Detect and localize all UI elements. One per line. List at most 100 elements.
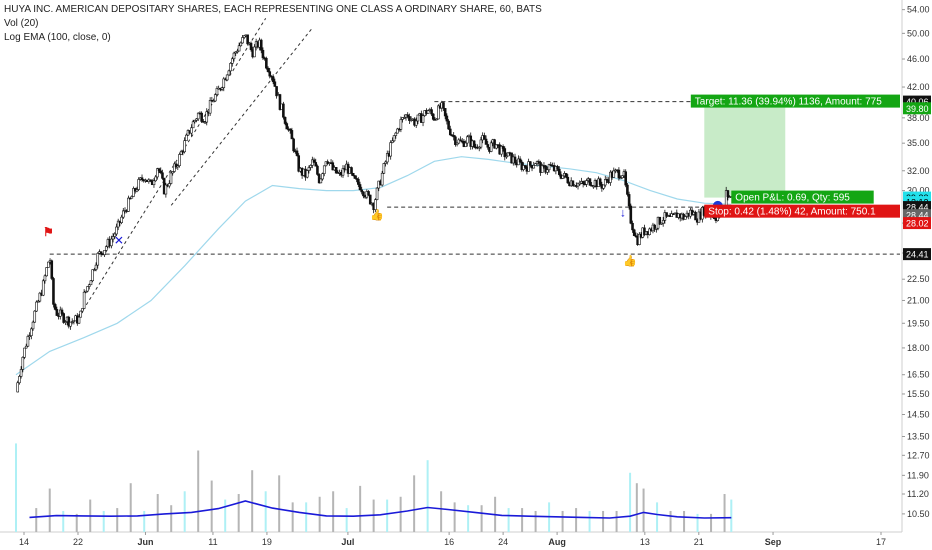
candle-body xyxy=(547,164,551,171)
candle xyxy=(99,251,103,257)
candle-body xyxy=(523,165,527,168)
candle-body xyxy=(132,188,135,197)
candle xyxy=(77,313,81,325)
candle xyxy=(353,175,357,179)
candle-body xyxy=(319,178,323,184)
volume-bar xyxy=(399,496,402,532)
candle-body xyxy=(660,222,663,225)
candle-body xyxy=(389,142,392,157)
price-label-text: 28.44 xyxy=(906,203,929,213)
candle xyxy=(265,56,268,70)
candle xyxy=(479,136,483,150)
candle-body xyxy=(443,108,447,117)
candle-body xyxy=(91,269,94,282)
candle-body xyxy=(394,132,398,136)
candle-body xyxy=(225,74,229,81)
candle xyxy=(161,169,164,180)
candle xyxy=(527,158,530,172)
candle-body xyxy=(297,155,301,172)
candle xyxy=(406,112,410,119)
candle xyxy=(232,51,236,62)
candle xyxy=(275,86,278,99)
candle xyxy=(271,74,275,85)
candle xyxy=(448,125,452,136)
candle-body xyxy=(442,102,445,109)
candle-body xyxy=(367,191,370,196)
candle-body xyxy=(316,165,319,175)
candle xyxy=(295,147,299,157)
price-axis[interactable]: 54.00 50.00 46.00 42.00 38.00 35.00 32.00 30.00… xyxy=(902,5,931,519)
candle-body xyxy=(457,139,461,144)
candle xyxy=(694,210,697,221)
candle xyxy=(91,269,94,283)
candle xyxy=(431,113,435,121)
candle xyxy=(655,227,658,233)
candle-body xyxy=(87,284,91,287)
price-label: 24.41 xyxy=(903,248,931,261)
candle-body xyxy=(624,171,628,186)
candle-body xyxy=(631,222,634,231)
candle xyxy=(341,165,345,178)
candle-body xyxy=(684,216,687,220)
price-tick-label: 46.00 xyxy=(907,54,930,64)
candle-body xyxy=(154,176,157,182)
candle xyxy=(205,108,209,126)
volume-bar xyxy=(575,508,578,532)
candle xyxy=(319,178,323,184)
candle-body xyxy=(396,128,399,134)
price-tick-label: 42.00 xyxy=(907,82,930,92)
candle xyxy=(394,131,398,139)
candle-body xyxy=(62,313,65,323)
candle xyxy=(466,134,469,147)
candle xyxy=(557,166,561,177)
price-tick-label: 11.20 xyxy=(907,489,929,499)
time-axis[interactable]: 14 22 Jun 11 19 Jul 16 24 Aug 13 21 Sep 17 xyxy=(19,532,886,547)
candle-body xyxy=(179,150,183,155)
candle-body xyxy=(629,205,633,224)
price-label-bg xyxy=(903,248,931,261)
candle xyxy=(638,232,641,246)
candle xyxy=(195,117,198,123)
target-zone xyxy=(704,101,786,198)
candle-body xyxy=(472,140,476,148)
candle-body xyxy=(261,49,265,59)
candle-body xyxy=(259,39,263,51)
candle-body xyxy=(331,162,335,171)
candle xyxy=(447,119,450,130)
candle-body xyxy=(632,229,636,237)
candle xyxy=(270,75,273,81)
candle-body xyxy=(571,180,575,187)
candle xyxy=(350,166,353,176)
volume-bar xyxy=(332,491,335,532)
candle xyxy=(620,175,624,179)
candle-body xyxy=(130,196,134,199)
candle xyxy=(486,141,490,150)
candle-body xyxy=(694,211,697,221)
candle xyxy=(658,216,662,225)
candle-body xyxy=(670,213,673,217)
time-tick-label: 13 xyxy=(640,537,650,547)
candle-body xyxy=(638,233,641,246)
candle-body xyxy=(437,105,440,120)
price-label-text: 39.80 xyxy=(906,104,929,114)
candle xyxy=(537,159,541,167)
candle xyxy=(632,228,636,237)
candle xyxy=(21,356,25,373)
candle-body xyxy=(161,172,164,179)
candle-body xyxy=(67,316,71,327)
time-tick-label: 14 xyxy=(19,537,29,547)
volume-bar xyxy=(602,510,605,532)
candle xyxy=(500,144,503,157)
candle-body xyxy=(28,335,31,337)
candle xyxy=(414,117,418,128)
candle-body xyxy=(24,345,28,349)
candle-body xyxy=(176,165,180,168)
candle xyxy=(241,34,244,44)
candle-body xyxy=(578,182,582,185)
candle xyxy=(50,259,54,281)
candle-body xyxy=(374,199,377,210)
candle xyxy=(374,198,377,213)
candle xyxy=(532,161,536,169)
candle-body xyxy=(253,46,256,58)
